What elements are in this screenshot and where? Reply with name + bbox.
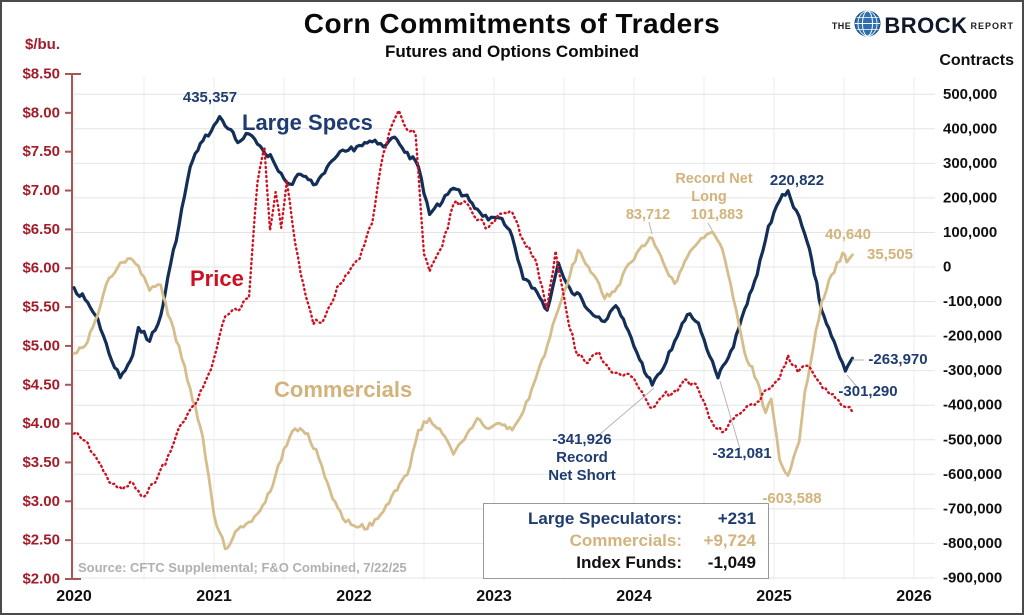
y-axis-tick-label-right: -700,000 bbox=[943, 500, 1002, 517]
legend-value: +9,724 bbox=[703, 531, 756, 550]
y-axis-tick-label-right: 200,000 bbox=[943, 189, 997, 206]
ann-341926-line1: -341,926 bbox=[552, 431, 611, 448]
y-axis-tick-label-left: $6.50 bbox=[22, 221, 60, 238]
series-price bbox=[72, 109, 854, 498]
ann-record-net-long-line1: Record Net bbox=[675, 171, 753, 187]
label-commercials: Commercials bbox=[274, 377, 412, 402]
y-axis-tick-label-left: $8.50 bbox=[22, 66, 60, 83]
logo-brock-text: BROCK bbox=[884, 13, 968, 38]
y-axis-tick-label-left: $8.00 bbox=[22, 104, 60, 121]
ann-35505: 35,505 bbox=[867, 246, 913, 263]
right-axis-title: Contracts bbox=[939, 52, 1014, 69]
annotation-callout-line bbox=[719, 380, 741, 450]
ann-263970: -263,970 bbox=[868, 351, 927, 368]
annotation-callout-line bbox=[648, 221, 653, 235]
x-axis-year-label: 2025 bbox=[756, 588, 792, 605]
y-axis-tick-label-right: -600,000 bbox=[943, 466, 1002, 483]
y-axis-tick-label-right: -200,000 bbox=[943, 328, 1002, 345]
x-axis-year-label: 2021 bbox=[196, 588, 232, 605]
ann-603588: -603,588 bbox=[762, 490, 821, 507]
net-change-legend: Large Speculators: +231 Commercials: +9,… bbox=[483, 503, 769, 579]
y-axis-tick-label-right: 500,000 bbox=[943, 86, 997, 103]
legend-label: Commercials: bbox=[569, 531, 682, 550]
y-axis-tick-label-right: -500,000 bbox=[943, 431, 1002, 448]
label-price: Price bbox=[190, 266, 244, 291]
y-axis-tick-label-right: -400,000 bbox=[943, 397, 1002, 414]
legend-row-commercials: Commercials: +9,724 bbox=[486, 531, 756, 551]
y-axis-tick-label-right: 0 bbox=[943, 259, 951, 276]
y-axis-tick-label-right: -800,000 bbox=[943, 535, 1002, 552]
y-axis-tick-label-right: 100,000 bbox=[943, 224, 997, 241]
legend-row-index-funds: Index Funds: -1,049 bbox=[486, 553, 756, 573]
annotation-callout-line bbox=[707, 222, 713, 231]
ann-435357: 435,357 bbox=[183, 89, 237, 106]
y-axis-tick-label-left: $3.00 bbox=[22, 493, 60, 510]
legend-value: +231 bbox=[717, 509, 756, 528]
ann-341926-line3: Net Short bbox=[548, 467, 616, 484]
ann-301290: -301,290 bbox=[838, 383, 897, 400]
ann-record-net-long-line2: Long bbox=[691, 189, 726, 205]
y-axis-tick-label-right: -900,000 bbox=[943, 569, 1002, 586]
brock-report-logo: THE BROCK REPORT bbox=[832, 10, 1014, 42]
legend-label: Large Speculators: bbox=[528, 509, 682, 528]
y-axis-tick-label-left: $2.50 bbox=[22, 532, 60, 549]
y-axis-tick-label-left: $5.00 bbox=[22, 337, 60, 354]
y-axis-tick-label-left: $6.00 bbox=[22, 260, 60, 277]
logo-the-text: THE bbox=[831, 21, 852, 31]
y-axis-tick-label-left: $2.00 bbox=[22, 571, 60, 588]
legend-label: Index Funds: bbox=[576, 553, 682, 572]
logo-report-text: REPORT bbox=[970, 21, 1014, 31]
annotation-callout-line bbox=[598, 387, 655, 436]
x-axis-year-label: 2023 bbox=[476, 588, 512, 605]
y-axis-tick-label-left: $3.50 bbox=[22, 454, 60, 471]
legend-value: -1,049 bbox=[707, 553, 756, 572]
series-commercials bbox=[72, 230, 854, 551]
ann-101883: 101,883 bbox=[691, 207, 743, 223]
x-axis-year-label: 2020 bbox=[56, 588, 92, 605]
x-axis-year-label: 2026 bbox=[896, 588, 932, 605]
x-axis-year-label: 2024 bbox=[616, 588, 652, 605]
label-large-specs: Large Specs bbox=[242, 110, 373, 135]
annotation-callout-line bbox=[846, 374, 859, 389]
y-axis-tick-label-right: -300,000 bbox=[943, 362, 1002, 379]
ann-83712: 83,712 bbox=[626, 207, 670, 223]
y-axis-tick-label-left: $4.50 bbox=[22, 376, 60, 393]
y-axis-tick-label-right: -100,000 bbox=[943, 293, 1002, 310]
y-axis-tick-label-right: 400,000 bbox=[943, 120, 997, 137]
source-note: Source: CFTC Supplemental; F&O Combined,… bbox=[78, 560, 407, 575]
left-axis-title: $/bu. bbox=[25, 36, 60, 53]
ann-321081: -321,081 bbox=[712, 445, 771, 462]
y-axis-tick-label-right: 300,000 bbox=[943, 155, 997, 172]
globe-icon bbox=[854, 10, 881, 42]
y-axis-tick-label-left: $5.50 bbox=[22, 299, 60, 316]
legend-row-large-speculators: Large Speculators: +231 bbox=[486, 509, 756, 529]
y-axis-tick-label-left: $7.50 bbox=[22, 143, 60, 160]
y-axis-tick-label-left: $4.00 bbox=[22, 415, 60, 432]
ann-341926-line2: Record bbox=[556, 449, 608, 466]
ann-40640: 40,640 bbox=[825, 226, 871, 243]
ann-220822: 220,822 bbox=[770, 172, 824, 189]
series-large-specs bbox=[72, 115, 854, 387]
x-axis-year-label: 2022 bbox=[336, 588, 372, 605]
y-axis-tick-label-left: $7.00 bbox=[22, 182, 60, 199]
